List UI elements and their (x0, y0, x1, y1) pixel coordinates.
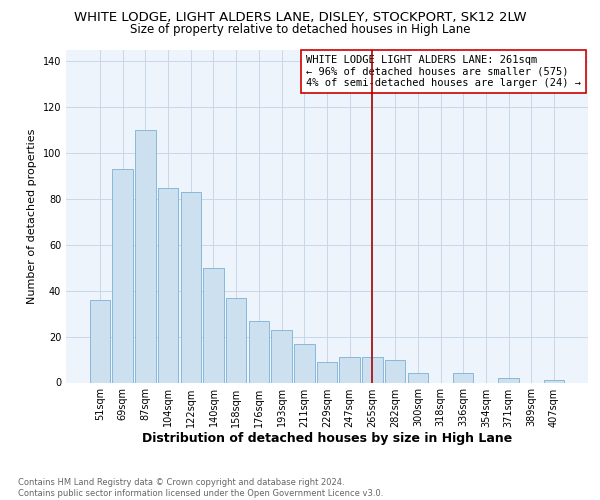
Text: WHITE LODGE LIGHT ALDERS LANE: 261sqm
← 96% of detached houses are smaller (575): WHITE LODGE LIGHT ALDERS LANE: 261sqm ← … (306, 55, 581, 88)
Bar (226, 298, 247, 382)
Bar (135, 130, 155, 382)
Bar (407, 374, 428, 382)
Bar (453, 374, 473, 382)
Bar (203, 268, 224, 382)
Bar (181, 192, 201, 382)
Bar (271, 330, 292, 382)
Text: Contains HM Land Registry data © Crown copyright and database right 2024.
Contai: Contains HM Land Registry data © Crown c… (18, 478, 383, 498)
X-axis label: Distribution of detached houses by size in High Lane: Distribution of detached houses by size … (142, 432, 512, 446)
Bar (499, 378, 519, 382)
Text: WHITE LODGE, LIGHT ALDERS LANE, DISLEY, STOCKPORT, SK12 2LW: WHITE LODGE, LIGHT ALDERS LANE, DISLEY, … (74, 11, 526, 24)
Bar (248, 320, 269, 382)
Bar (362, 358, 383, 382)
Bar (158, 188, 178, 382)
Bar (294, 344, 314, 382)
Bar (317, 362, 337, 382)
Bar (90, 300, 110, 382)
Bar (544, 380, 564, 382)
Bar (385, 360, 406, 382)
Text: Size of property relative to detached houses in High Lane: Size of property relative to detached ho… (130, 22, 470, 36)
Y-axis label: Number of detached properties: Number of detached properties (27, 128, 37, 304)
Bar (112, 169, 133, 382)
Bar (340, 358, 360, 382)
